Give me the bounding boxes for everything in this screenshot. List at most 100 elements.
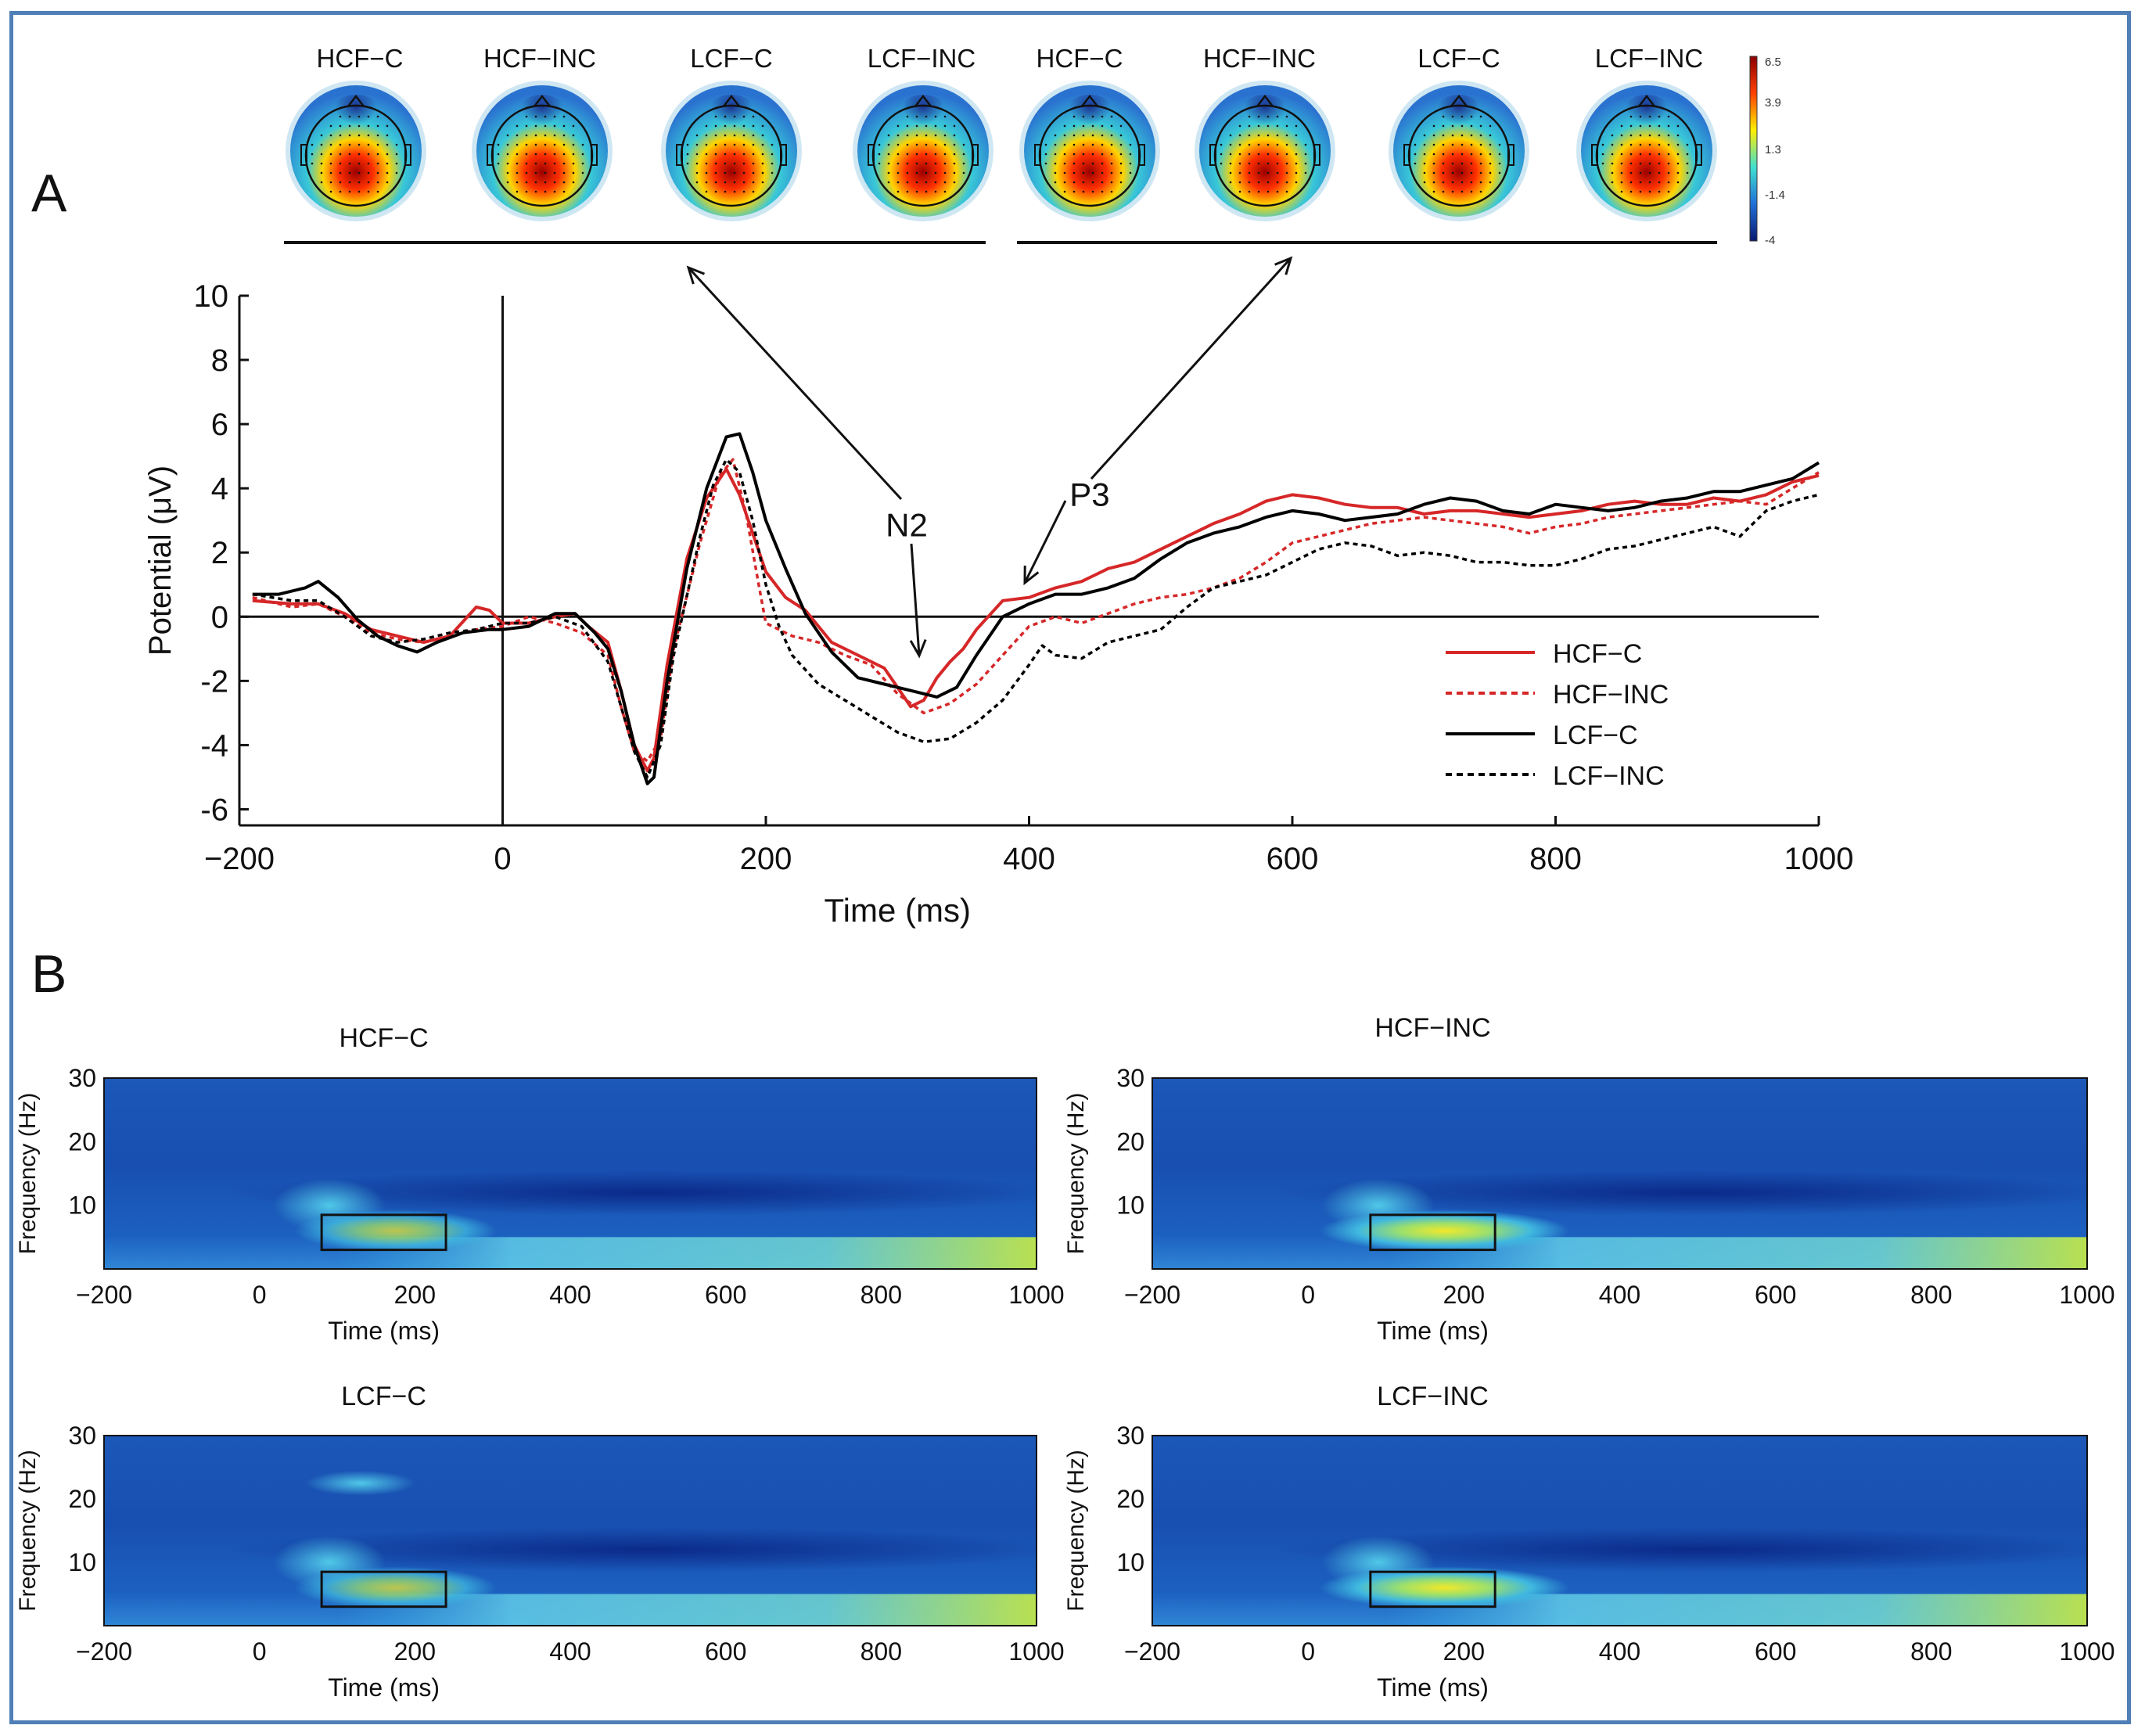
tf-x-tick-label: −200 — [76, 1637, 132, 1666]
topomap-electrode — [1119, 171, 1123, 174]
arrow-to-n2-peak — [910, 543, 921, 656]
topomap-electrode — [1442, 153, 1445, 156]
y-tick-label: 4 — [211, 472, 228, 506]
topomap-electrode — [1648, 190, 1651, 193]
x-tick-label: 200 — [740, 842, 792, 876]
topomap-electrode — [1648, 115, 1651, 118]
topomap-electrode — [534, 190, 537, 193]
topomap-electrode — [1498, 171, 1501, 174]
topomap-electrode — [1461, 143, 1464, 146]
topomap-electrode — [705, 181, 708, 184]
topomap-ear-right — [1695, 144, 1702, 166]
topomap-electrode — [953, 143, 956, 146]
topomap-electrode — [1091, 143, 1094, 146]
topomap-electrode — [752, 134, 755, 137]
tf-y-axis-label: Frequency (Hz) — [15, 1450, 41, 1612]
tf-heatmap — [1152, 1078, 2087, 1269]
topomap-electrode — [1620, 134, 1623, 137]
topomap-electrode — [376, 181, 379, 184]
tf-panel-title: HCF−INC — [1374, 1013, 1490, 1043]
topomap-electrode — [724, 181, 727, 184]
tf-x-tick-label: 1000 — [2059, 1281, 2114, 1309]
tf-x-tick-label: 400 — [1599, 1281, 1640, 1309]
topomap-electrode — [934, 190, 937, 193]
tf-x-tick-label: −200 — [76, 1281, 132, 1309]
topomap-electrode — [714, 162, 717, 165]
topomap-electrode — [733, 143, 736, 146]
topomap-electrode — [1442, 171, 1445, 174]
topomap-electrode — [1238, 124, 1241, 128]
arrow-to-n2-peak-head — [909, 639, 927, 659]
topomap-electrode — [320, 134, 323, 137]
topomap-electrode — [1267, 143, 1270, 146]
topomap-electrode — [1667, 162, 1670, 165]
tf-y-tick-label: 20 — [1116, 1127, 1144, 1156]
topomap-electrode — [1267, 190, 1270, 193]
topomap-electrode — [1461, 134, 1464, 137]
topomap-electrode — [953, 181, 956, 184]
topomap-electrode — [544, 153, 547, 156]
topomap-electrode — [695, 162, 699, 165]
topomap-electrode — [1648, 143, 1651, 146]
topomap-electrode — [1220, 153, 1223, 156]
y-tick-label: -6 — [200, 793, 228, 827]
topomap-electrode — [329, 124, 332, 128]
topomap-electrode — [714, 190, 717, 193]
topomap-electrode — [887, 181, 890, 184]
topomap-ear-left — [1403, 144, 1410, 166]
topomap-ear-left — [1591, 144, 1598, 166]
topomap-electrode — [1063, 124, 1066, 128]
topomap-electrode — [339, 162, 342, 165]
topomap-electrode — [1658, 134, 1661, 137]
topomap-colorbar: 6.5 3.9 1.3 -1.4 -4 — [1749, 56, 1785, 247]
topomap-electrode — [742, 134, 746, 137]
tf-y-axis-label: Frequency (Hz) — [1063, 1450, 1089, 1612]
topomap-electrode — [943, 190, 947, 193]
topomap-electrode — [887, 143, 890, 146]
y-tick-label: 6 — [211, 408, 228, 442]
topomap-electrode — [358, 162, 361, 165]
colorbar-tick: 1.3 — [1765, 143, 1781, 156]
topomap-electrode — [376, 134, 379, 137]
topomap-negative-field — [1235, 95, 1295, 148]
topomap-electrode — [1044, 153, 1047, 156]
tf-y-tick-label: 10 — [1116, 1191, 1144, 1220]
topomap-electrode — [1620, 181, 1623, 184]
topomap-electrode — [1082, 181, 1085, 184]
topomap-electrode — [1629, 153, 1633, 156]
topomap-electrode — [1091, 171, 1094, 174]
topomap-electrode — [1648, 124, 1651, 128]
topomap-electrode — [367, 124, 370, 128]
topomap-electrode — [695, 153, 699, 156]
topomap-electrode — [348, 190, 351, 193]
topomap-electrode — [742, 190, 746, 193]
topomap-electrode — [1257, 171, 1260, 174]
topomap-electrode — [339, 171, 342, 174]
topomap-electrode — [1276, 171, 1279, 174]
topomap-negative-field — [326, 95, 386, 148]
topomap-electrode — [395, 153, 398, 156]
topomap-ear-right — [591, 144, 598, 166]
topomap-electrode — [386, 124, 389, 128]
topomap-electrode — [1110, 134, 1113, 137]
topomap-electrode — [1479, 181, 1482, 184]
colorbar-gradient — [1749, 56, 1758, 242]
topomap-electrode — [705, 134, 708, 137]
topomap-electrode — [339, 143, 342, 146]
topomap-electrode — [562, 143, 566, 146]
topomap-electrode — [1676, 153, 1680, 156]
topomap-electrode — [358, 124, 361, 128]
tf-x-tick-label: 0 — [253, 1281, 267, 1309]
topomap-electrode — [534, 153, 537, 156]
x-tick-label: 0 — [494, 842, 511, 876]
topomap-electrode — [887, 162, 890, 165]
topomap-electrode — [1257, 153, 1260, 156]
series-line — [252, 458, 1820, 779]
topomap-electrode — [962, 153, 965, 156]
topomap-electrode — [1423, 134, 1426, 137]
topomap-electrode — [553, 181, 556, 184]
topomap-electrode — [742, 181, 746, 184]
topomap-electrode — [1451, 181, 1454, 184]
series-line — [252, 458, 1820, 763]
topomap-electrode — [1285, 115, 1288, 118]
